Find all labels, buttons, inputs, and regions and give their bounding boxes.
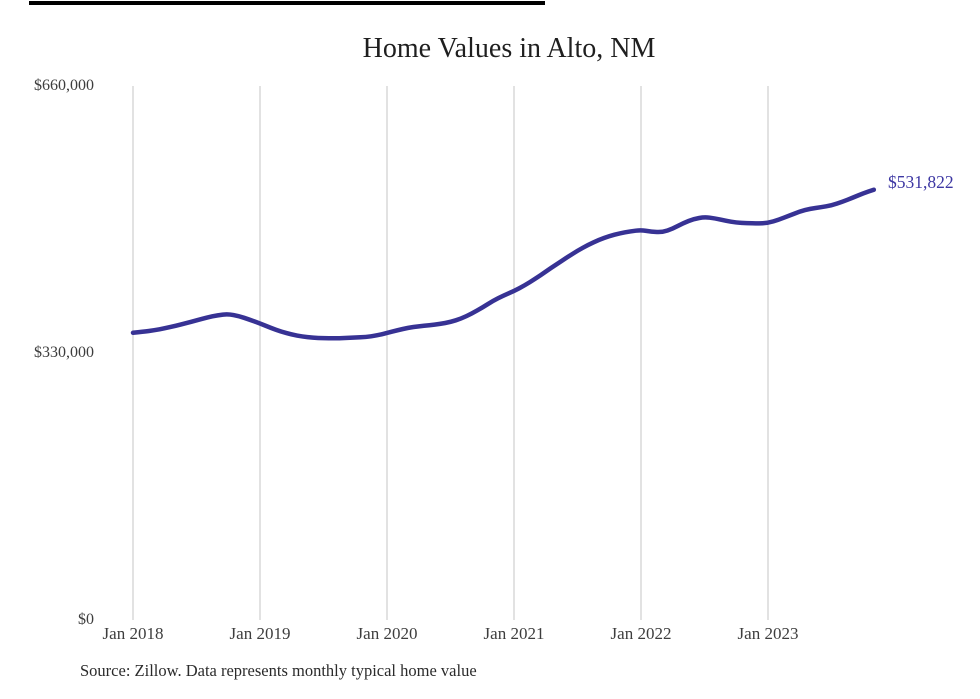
source-note: Source: Zillow. Data represents monthly … [80,661,477,680]
latest-value-label: $531,822 [888,172,954,192]
y-axis-label: $0 [78,611,94,628]
y-axis-label: $660,000 [34,77,94,94]
x-axis-label: Jan 2021 [483,624,545,643]
x-axis-label: Jan 2019 [229,624,291,643]
x-axis-label: Jan 2022 [610,624,672,643]
chart-title: Home Values in Alto, NM [362,33,656,64]
x-axis-label: Jan 2020 [356,624,418,643]
top-border-rule [29,1,545,5]
x-axis-label: Jan 2018 [102,624,164,643]
y-axis-label: $330,000 [34,344,94,361]
x-axis-label: Jan 2023 [737,624,799,643]
home-value-line [130,187,877,341]
